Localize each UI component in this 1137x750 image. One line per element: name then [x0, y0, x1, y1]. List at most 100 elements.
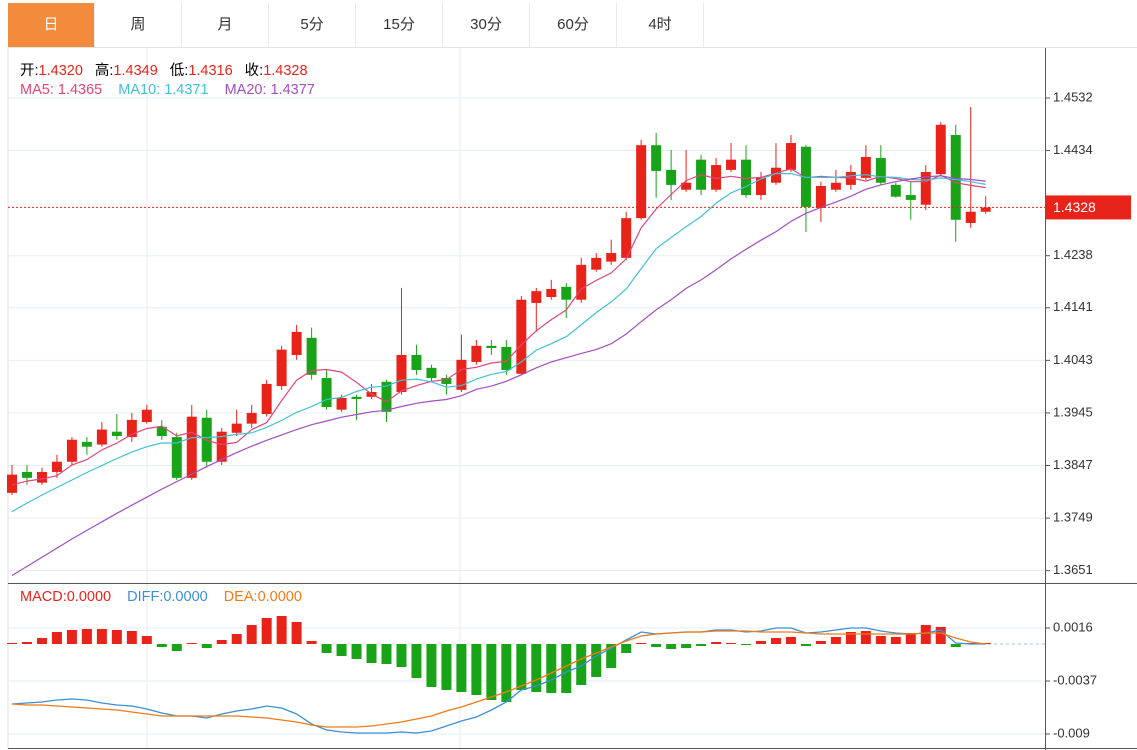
macd-bar — [890, 637, 901, 644]
ma-line — [11, 168, 986, 486]
macd-bar — [875, 636, 886, 644]
macd-bar — [636, 643, 647, 644]
macd-bar — [501, 644, 512, 702]
candle-body — [546, 288, 557, 298]
ma-name: MA20 — [225, 82, 271, 98]
candle-body — [666, 169, 677, 185]
macd-bar — [815, 641, 826, 644]
y-tick-label: 1.4043 — [1053, 352, 1093, 367]
macd-value: 0.0000 — [257, 589, 302, 605]
macd-legend-item: DIFF0.0000 — [127, 589, 208, 605]
macd-bar — [785, 637, 796, 644]
macd-bar — [141, 636, 152, 644]
candle-body — [36, 471, 47, 483]
tab[interactable]: 4时 — [617, 3, 704, 47]
macd-bar — [201, 644, 212, 648]
ma-legend-item: MA101.4371 — [118, 82, 208, 98]
macd-name: MACD — [20, 589, 67, 605]
macd-bar — [21, 642, 32, 644]
candle-body — [486, 345, 497, 348]
candle-body — [651, 145, 662, 171]
candle-body — [96, 429, 107, 445]
macd-bar — [576, 644, 587, 685]
macd-legend-item: DEA0.0000 — [224, 589, 302, 605]
candle-body — [770, 167, 781, 183]
y-tick-label: 1.4434 — [1053, 142, 1093, 157]
macd-bar — [606, 644, 617, 668]
tab[interactable]: 15分 — [356, 3, 443, 47]
info-value: 1.4320 — [38, 63, 83, 79]
tab[interactable]: 周 — [95, 3, 182, 47]
macd-bar — [651, 644, 662, 647]
macd-bar — [426, 644, 437, 687]
ma-legend-item: MA51.4365 — [20, 82, 102, 98]
macd-bar — [845, 632, 856, 644]
macd-bar — [711, 642, 722, 644]
candle-body — [950, 134, 961, 220]
macd-bar — [621, 644, 632, 653]
candle-body — [606, 253, 617, 262]
macd-bar — [396, 644, 407, 667]
ma-value: 1.4371 — [164, 82, 209, 98]
candle-body — [980, 207, 991, 212]
macd-bar — [96, 629, 107, 644]
macd-bar — [486, 644, 497, 700]
macd-bar — [860, 631, 871, 644]
ma-legend-item: MA201.4377 — [225, 82, 315, 98]
macd-bar — [441, 644, 452, 690]
macd-bar — [471, 644, 482, 695]
macd-bar — [561, 644, 572, 693]
tab[interactable]: 30分 — [443, 3, 530, 47]
y-tick-label: -0.0037 — [1053, 672, 1097, 687]
candle-body — [321, 378, 332, 408]
candle-body — [351, 396, 362, 399]
candle-body — [336, 397, 347, 410]
macd-bar — [7, 643, 17, 644]
macd-bar — [905, 633, 916, 644]
candle-body — [726, 159, 737, 170]
candle-body — [576, 264, 587, 300]
candle-body — [815, 185, 826, 208]
candle-body — [231, 423, 242, 433]
macd-bar — [456, 644, 467, 692]
macd-bar — [336, 644, 347, 656]
info-value: 1.4316 — [188, 63, 233, 79]
candle-body — [411, 354, 422, 370]
candle-body — [785, 143, 796, 170]
macd-name: DEA — [224, 589, 258, 605]
candle-body — [501, 346, 512, 370]
candle-body — [456, 359, 467, 390]
ma-name: MA5 — [20, 82, 58, 98]
tab[interactable]: 5分 — [269, 3, 356, 47]
macd-bar — [666, 644, 677, 649]
macd-bar — [756, 641, 766, 644]
candle-body — [621, 218, 632, 258]
candle-body — [636, 145, 647, 219]
macd-value: 0.0000 — [163, 589, 208, 605]
macd-bar — [696, 644, 707, 646]
ma-line — [11, 175, 986, 577]
macd-bar — [291, 622, 302, 644]
tab[interactable]: 日 — [8, 3, 95, 47]
tab[interactable]: 月 — [182, 3, 269, 47]
macd-bar — [66, 630, 77, 644]
macd-bar — [351, 644, 362, 659]
candle-body — [681, 182, 692, 190]
tab[interactable]: 60分 — [530, 3, 617, 47]
candle-body — [741, 159, 752, 196]
candle-body — [920, 172, 931, 205]
candle-body — [471, 345, 482, 362]
info-label: 开 — [20, 63, 39, 79]
macd-bar — [800, 644, 811, 646]
candle-body — [276, 349, 287, 387]
macd-bar — [770, 638, 781, 644]
macd-bar — [950, 644, 961, 647]
macd-bar — [306, 641, 317, 644]
ma-legend: MA51.4365 MA101.4371 MA201.4377 — [20, 82, 331, 98]
macd-bar — [156, 644, 167, 647]
macd-bar — [516, 644, 527, 690]
macd-bar — [231, 634, 242, 644]
candle-body — [156, 426, 167, 436]
y-tick-label: 1.4532 — [1053, 89, 1093, 104]
info-value: 1.4349 — [113, 63, 158, 79]
